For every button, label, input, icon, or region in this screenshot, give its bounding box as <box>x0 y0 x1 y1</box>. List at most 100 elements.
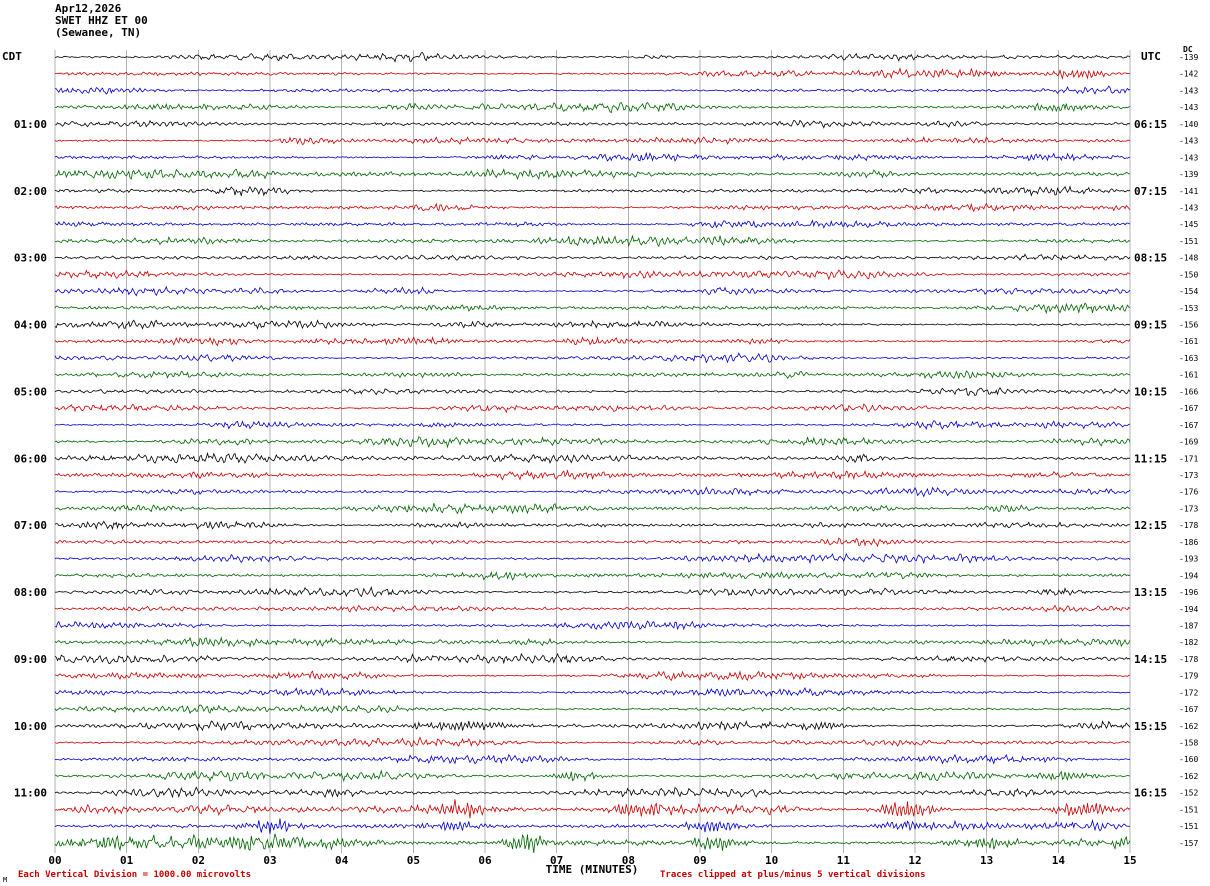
dc-value: -143 <box>1179 137 1198 146</box>
trace-row <box>54 818 1131 835</box>
trace-row <box>54 469 1131 481</box>
trace-row <box>54 786 1131 799</box>
trace-row <box>54 302 1131 315</box>
x-tick-label: 15 <box>1123 854 1136 867</box>
dc-value: -182 <box>1179 638 1198 647</box>
dc-value: -158 <box>1179 739 1198 748</box>
trace-row <box>54 253 1131 261</box>
dc-value: -148 <box>1179 254 1198 263</box>
x-tick-label: 10 <box>765 854 778 867</box>
dc-value: -143 <box>1179 153 1198 162</box>
trace-row <box>54 269 1131 281</box>
x-axis-title: TIME (MINUTES) <box>545 863 639 876</box>
dc-value: -143 <box>1179 203 1198 212</box>
x-tick-label: 05 <box>407 854 420 867</box>
trace-row <box>54 420 1131 430</box>
trace-row <box>54 799 1131 819</box>
dc-column-header: DC <box>1183 45 1193 54</box>
trace-row <box>54 387 1131 397</box>
dc-value: -163 <box>1179 354 1198 363</box>
x-tick-label: 02 <box>192 854 205 867</box>
left-time-label: 10:00 <box>14 720 47 733</box>
x-tick-label: 12 <box>908 854 921 867</box>
trace-row <box>54 670 1131 682</box>
x-tick-label: 07 <box>550 854 563 867</box>
left-time-label: 02:00 <box>14 185 47 198</box>
dc-value: -151 <box>1179 237 1198 246</box>
trace-row <box>54 769 1131 783</box>
trace-row <box>54 704 1131 715</box>
trace-row <box>54 319 1130 330</box>
dc-value: -151 <box>1179 822 1198 831</box>
right-time-label: 12:15 <box>1134 519 1167 532</box>
trace-row <box>54 585 1131 598</box>
trace-row <box>54 202 1131 213</box>
trace-row <box>54 736 1131 748</box>
x-tick-label: 04 <box>335 854 349 867</box>
dc-value: -196 <box>1179 588 1198 597</box>
dc-value: -172 <box>1179 688 1198 697</box>
x-tick-label: 14 <box>1052 854 1066 867</box>
left-time-label: 03:00 <box>14 252 47 265</box>
left-time-label: 11:00 <box>14 787 47 800</box>
trace-row <box>54 119 1131 129</box>
trace-row <box>54 833 1131 854</box>
dc-value: -139 <box>1179 170 1198 179</box>
dc-value: -169 <box>1179 438 1198 447</box>
dc-value: -173 <box>1179 471 1198 480</box>
header-station: SWET HHZ ET 00 <box>55 14 148 27</box>
trace-row <box>54 370 1131 380</box>
x-tick-label: 11 <box>837 854 851 867</box>
trace-row <box>54 185 1131 197</box>
dc-value: -193 <box>1179 555 1198 564</box>
right-timezone-header: UTC <box>1141 50 1161 63</box>
left-time-label: 08:00 <box>14 586 47 599</box>
dc-value: -150 <box>1179 270 1198 279</box>
trace-row <box>54 620 1131 631</box>
left-time-label: 09:00 <box>14 653 47 666</box>
left-time-label: 06:00 <box>14 452 47 465</box>
left-time-label: 07:00 <box>14 519 47 532</box>
dc-value: -140 <box>1179 120 1198 129</box>
right-time-label: 11:15 <box>1134 452 1167 465</box>
trace-row <box>54 436 1131 449</box>
x-tick-label: 03 <box>263 854 276 867</box>
trace-row <box>54 604 1131 613</box>
right-time-label: 08:15 <box>1134 252 1167 265</box>
x-tick-label: 01 <box>120 854 134 867</box>
header-location: (Sewanee, TN) <box>55 26 142 39</box>
x-tick-label: 09 <box>693 854 706 867</box>
trace-row <box>54 552 1131 565</box>
trace-row <box>54 234 1131 248</box>
trace-row <box>54 101 1131 114</box>
trace-row <box>54 503 1131 515</box>
dc-value: -143 <box>1179 86 1198 95</box>
trace-row <box>54 636 1131 648</box>
right-time-label: 06:15 <box>1134 118 1167 131</box>
x-tick-label: 08 <box>622 854 635 867</box>
trace-row <box>54 652 1131 665</box>
dc-value: -139 <box>1179 53 1198 62</box>
right-time-label: 16:15 <box>1134 787 1167 800</box>
dc-value: -161 <box>1179 371 1198 380</box>
right-time-label: 07:15 <box>1134 185 1167 198</box>
trace-row <box>54 520 1131 531</box>
trace-row <box>54 67 1131 80</box>
dc-value: -160 <box>1179 755 1198 764</box>
footer-scale-note: Each Vertical Division = 1000.00 microvo… <box>18 870 251 880</box>
trace-row <box>54 135 1131 146</box>
trace-row <box>54 52 1131 63</box>
dc-value: -153 <box>1179 304 1198 313</box>
dc-value: -187 <box>1179 621 1198 630</box>
dc-value: -194 <box>1179 605 1198 614</box>
dc-value: -171 <box>1179 454 1198 463</box>
dc-value: -167 <box>1179 421 1198 430</box>
dc-value: -166 <box>1179 387 1198 396</box>
trace-row <box>54 168 1131 181</box>
right-time-label: 15:15 <box>1134 720 1167 733</box>
trace-row <box>54 219 1131 229</box>
trace-row <box>54 537 1131 548</box>
dc-value: -162 <box>1179 772 1198 781</box>
dc-value: -141 <box>1179 187 1198 196</box>
